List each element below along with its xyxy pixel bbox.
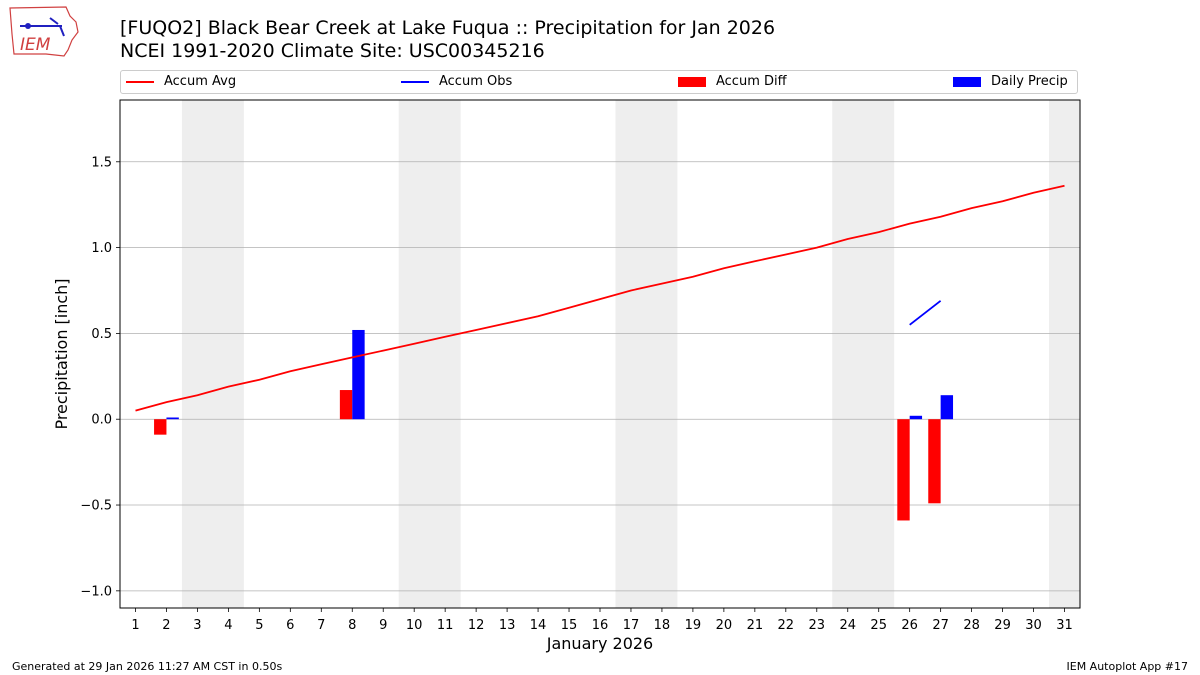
- bar-daily-precip-26: [909, 415, 923, 420]
- legend-item-accum-diff: Accum Diff: [678, 74, 787, 89]
- xtick-label-0: 1: [131, 618, 139, 633]
- xtick-label-21: 22: [778, 618, 795, 633]
- logo-text: IEM: [20, 35, 51, 55]
- bar-accum-diff-2: [154, 419, 167, 435]
- xtick-label-14: 15: [561, 618, 578, 633]
- bar-daily-precip-2: [166, 417, 179, 420]
- xtick-label-10: 11: [437, 618, 454, 633]
- xtick-label-29: 30: [1025, 618, 1042, 633]
- bar-accum-diff-26: [897, 419, 910, 521]
- ytick-label-5: 1.5: [91, 155, 112, 170]
- chart-title: [FUQO2] Black Bear Creek at Lake Fuqua :…: [120, 17, 776, 39]
- bar-daily-precip-8: [352, 329, 365, 420]
- footer-generated: Generated at 29 Jan 2026 11:27 AM CST in…: [12, 660, 283, 673]
- line-accum-obs: [909, 300, 942, 326]
- xtick-label-19: 20: [716, 618, 733, 633]
- ytick-label-2: 0.0: [91, 413, 112, 428]
- ytick-label-3: 0.5: [91, 327, 112, 342]
- xtick-label-11: 12: [468, 618, 485, 633]
- xtick-label-5: 6: [286, 618, 294, 633]
- xtick-label-2: 3: [193, 618, 201, 633]
- ytick-label-0: −1.0: [80, 584, 112, 599]
- legend-swatch-accum-diff: [678, 76, 706, 87]
- xtick-label-4: 5: [255, 618, 263, 633]
- ytick-label-1: −0.5: [80, 499, 112, 514]
- iowa-outline-icon: [9, 6, 79, 57]
- x-axis-label: January 2026: [546, 634, 653, 653]
- xtick-label-30: 31: [1056, 618, 1073, 633]
- chart-subtitle: NCEI 1991-2020 Climate Site: USC00345216: [120, 40, 545, 62]
- xtick-label-17: 18: [654, 618, 671, 633]
- xtick-label-18: 19: [685, 618, 702, 633]
- weekend-band-0: [181, 100, 244, 608]
- line-accum-avg: [135, 184, 1065, 412]
- legend-label-daily-precip: Daily Precip: [991, 74, 1068, 89]
- xtick-label-1: 2: [162, 618, 170, 633]
- xtick-label-27: 28: [963, 618, 980, 633]
- legend-label-accum-avg: Accum Avg: [164, 74, 237, 89]
- xtick-label-7: 8: [348, 618, 356, 633]
- xtick-label-23: 24: [839, 618, 856, 633]
- xtick-label-28: 29: [994, 618, 1011, 633]
- legend-swatch-accum-avg: [126, 80, 154, 83]
- bar-accum-diff-27: [928, 419, 941, 504]
- xtick-label-3: 4: [224, 618, 232, 633]
- weekend-band-2: [615, 100, 678, 608]
- legend-swatch-accum-obs: [401, 80, 429, 83]
- legend-label-accum-diff: Accum Diff: [716, 74, 787, 89]
- weekend-band-4: [1049, 100, 1080, 608]
- xtick-label-6: 7: [317, 618, 325, 633]
- xtick-label-25: 26: [901, 618, 918, 633]
- legend: Accum Avg Accum Obs Accum Diff Daily Pre…: [120, 70, 1078, 94]
- legend-item-accum-avg: Accum Avg: [126, 74, 236, 89]
- bar-accum-diff-8: [339, 390, 353, 420]
- xtick-label-8: 9: [379, 618, 387, 633]
- xtick-label-26: 27: [932, 618, 949, 633]
- xtick-label-15: 16: [592, 618, 609, 633]
- xtick-label-9: 10: [406, 618, 423, 633]
- ytick-label-4: 1.0: [91, 241, 112, 256]
- legend-item-accum-obs: Accum Obs: [401, 74, 512, 89]
- weekend-band-3: [832, 100, 895, 608]
- legend-label-accum-obs: Accum Obs: [439, 74, 513, 89]
- plot-frame: [119, 99, 1081, 609]
- bar-daily-precip-27: [940, 395, 954, 420]
- xtick-label-24: 25: [870, 618, 887, 633]
- station-dot-icon: [25, 23, 31, 29]
- xtick-label-13: 14: [530, 618, 547, 633]
- legend-swatch-daily-precip: [953, 76, 981, 87]
- xtick-label-20: 21: [747, 618, 764, 633]
- weekend-band-1: [398, 100, 461, 608]
- iem-logo: IEM: [9, 6, 79, 57]
- xtick-label-12: 13: [499, 618, 516, 633]
- xtick-label-22: 23: [809, 618, 826, 633]
- y-axis-label: Precipitation [inch]: [52, 278, 71, 429]
- footer-app: IEM Autoplot App #17: [1066, 660, 1189, 673]
- xtick-label-16: 17: [623, 618, 640, 633]
- legend-item-daily-precip: Daily Precip: [953, 74, 1068, 89]
